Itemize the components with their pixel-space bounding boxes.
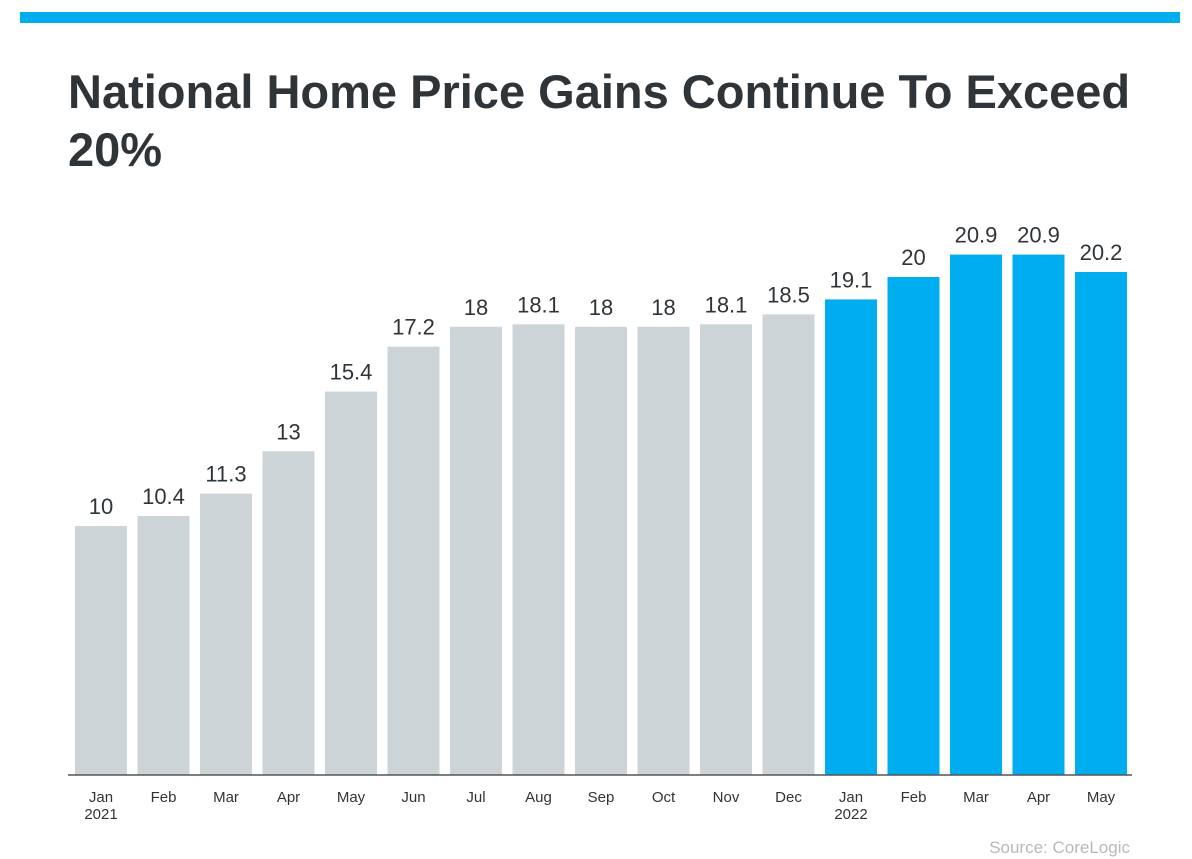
data-label: 17.2 (392, 315, 435, 340)
bar (887, 277, 940, 775)
bar (575, 326, 627, 775)
data-label: 18.1 (705, 292, 748, 317)
x-tick-label: Nov (713, 789, 740, 806)
x-tick-label: Feb (151, 789, 177, 806)
x-tick-label: May (1087, 789, 1116, 806)
x-tick-label: Jul (466, 789, 485, 806)
x-year-label: 2021 (84, 806, 117, 823)
chart-title: National Home Price Gains Continue To Ex… (68, 65, 1131, 176)
x-tick-label: Feb (901, 789, 927, 806)
x-tick-label: Dec (775, 789, 802, 806)
data-label: 19.1 (830, 267, 873, 292)
data-label: 10.4 (142, 484, 185, 509)
data-label: 13 (276, 419, 300, 444)
source-note: Source: CoreLogic (989, 838, 1130, 857)
bar (1075, 272, 1127, 775)
bar (262, 451, 315, 775)
bar (137, 516, 190, 775)
data-label: 18 (589, 295, 613, 320)
x-tick-label: Apr (277, 789, 300, 806)
bar (75, 526, 127, 775)
x-tick-label: Jan (89, 789, 113, 806)
x-tick-label: Oct (652, 789, 676, 806)
bar (1012, 254, 1065, 776)
data-label: 18.5 (767, 282, 810, 307)
bar (450, 326, 502, 775)
data-label: 20.2 (1080, 240, 1123, 265)
data-label: 20.9 (1017, 223, 1060, 248)
data-label: 11.3 (205, 462, 246, 487)
x-tick-label: Aug (525, 789, 552, 806)
data-label: 18 (651, 295, 675, 320)
bar (325, 391, 377, 775)
x-tick-label: Mar (963, 789, 989, 806)
x-year-label: 2022 (834, 806, 867, 823)
x-tick-label: Mar (213, 789, 239, 806)
x-tick-label: May (337, 789, 366, 806)
bar (387, 346, 440, 775)
bar (825, 299, 877, 775)
bar (762, 314, 815, 775)
data-label: 20.9 (955, 223, 998, 248)
bar (200, 493, 252, 775)
bar (950, 254, 1002, 776)
x-tick-label: Jun (401, 789, 425, 806)
data-label: 15.4 (330, 360, 373, 385)
data-label: 20 (901, 245, 925, 270)
x-tick-label: Sep (588, 789, 615, 806)
bar (700, 324, 752, 775)
top-accent-bar (20, 12, 1180, 23)
data-label: 18 (464, 295, 488, 320)
bar (637, 326, 690, 775)
data-label: 10 (89, 494, 113, 519)
x-tick-label: Apr (1027, 789, 1050, 806)
data-label: 18.1 (517, 292, 560, 317)
x-tick-label: Jan (839, 789, 863, 806)
bar (512, 324, 565, 775)
